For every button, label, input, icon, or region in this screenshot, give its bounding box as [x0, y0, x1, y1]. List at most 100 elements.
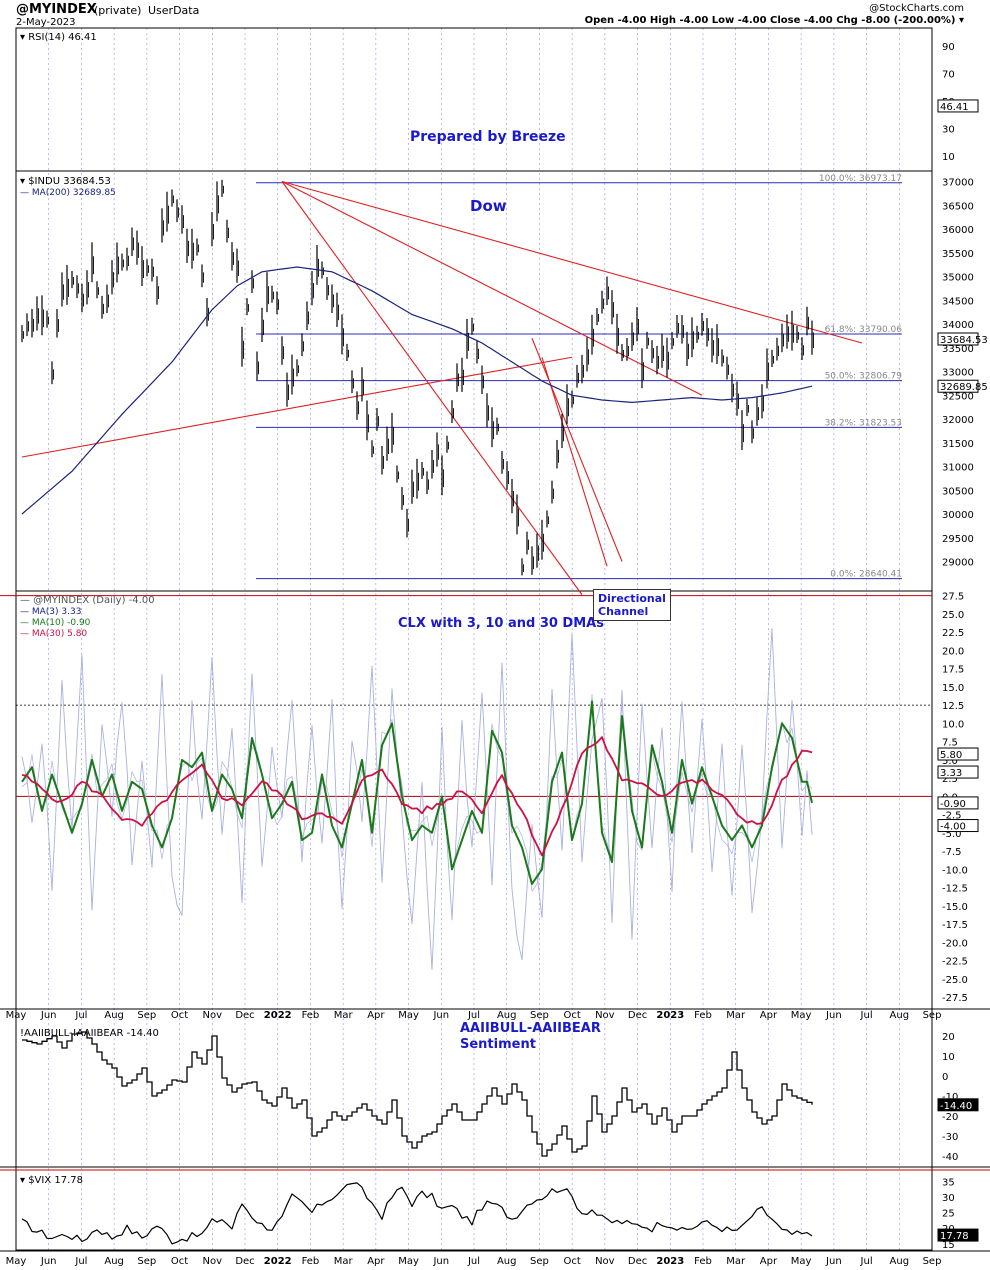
aaii-tick-label: 20 — [942, 1032, 955, 1043]
price-tick-label: 36000 — [942, 225, 974, 236]
rsi-tick-label: 30 — [942, 125, 955, 136]
rsi-tick-label: 70 — [942, 69, 955, 80]
x-tick-label: Jul — [860, 1256, 873, 1267]
x-tick-label: May — [398, 1256, 419, 1267]
fib-level-label: 50.0%: 32806.79 — [825, 372, 903, 382]
vix-tick-label: 15 — [942, 1240, 955, 1251]
dow-label: Dow — [470, 197, 507, 215]
ma30-legend: — MA(30) 5.80 — [20, 629, 87, 639]
trendline — [281, 181, 703, 396]
clx-tick-label: -20.0 — [942, 938, 968, 949]
x-tick-label: Oct — [563, 1256, 580, 1267]
rsi-tick-label: 90 — [942, 42, 955, 53]
x-tick-label: Sep — [923, 1256, 942, 1267]
aaii-tick-label: -40 — [942, 1152, 958, 1163]
clx-legend: — @MYINDEX (Daily) -4.00 — [20, 595, 155, 606]
aaii-line — [22, 1031, 813, 1157]
ma200-line — [21, 266, 813, 515]
x-tick-label: Jul — [467, 1256, 480, 1267]
clx-tick-label: 5.0 — [942, 756, 958, 767]
clx-tick-label: -15.0 — [942, 902, 968, 913]
x-tick-label: Oct — [171, 1256, 188, 1267]
x-tick-label: Dec — [235, 1010, 254, 1021]
vix-tick-label: 30 — [942, 1193, 955, 1204]
x-tick-label: Nov — [595, 1256, 615, 1267]
x-tick-label: Oct — [171, 1010, 188, 1021]
x-tick-label: Aug — [497, 1010, 517, 1021]
x-tick-label: Aug — [890, 1010, 910, 1021]
x-tick-label: Nov — [203, 1010, 223, 1021]
aaii-tick-label: -20 — [942, 1112, 958, 1123]
price-tick-label: 34500 — [942, 296, 974, 307]
vix-tick-label: 25 — [942, 1209, 955, 1220]
vix-last-value-box — [937, 1228, 979, 1242]
x-tick-label: May — [398, 1010, 419, 1021]
prepared-by-label: Prepared by Breeze — [410, 129, 566, 145]
ma200-last-value-box — [937, 379, 979, 393]
price-tick-label: 37000 — [942, 178, 974, 189]
clx-tick-label: 10.0 — [942, 719, 964, 730]
x-tick-label: Jul — [74, 1256, 87, 1267]
x-tick-label: 2023 — [656, 1010, 684, 1021]
x-tick-label: Aug — [104, 1256, 124, 1267]
price-tick-label: 29500 — [942, 534, 974, 545]
x-tick-label: Sep — [530, 1010, 549, 1021]
x-tick-label: Sep — [137, 1256, 156, 1267]
aaii-tick-label: 10 — [942, 1052, 955, 1063]
trendline — [21, 356, 573, 458]
x-tick-label: Apr — [367, 1256, 385, 1267]
ma3-last-value-box — [937, 765, 979, 779]
aaii-legend: !AAIIBULL-!AAIIBEAR -14.40 — [20, 1028, 159, 1039]
clx-tick-label: 7.5 — [942, 738, 958, 749]
price-tick-label: 35500 — [942, 249, 974, 260]
price-tick-label: 33000 — [942, 368, 974, 379]
x-tick-label: Feb — [694, 1010, 712, 1021]
ma10-line — [21, 700, 813, 885]
price-tick-label: 32500 — [942, 391, 974, 402]
x-tick-label: May — [6, 1256, 27, 1267]
x-tick-label: Mar — [726, 1256, 746, 1267]
x-tick-label: May — [791, 1010, 812, 1021]
clx-last-value: -4.00 — [940, 822, 966, 833]
price-tick-label: 31500 — [942, 439, 974, 450]
clx-tick-label: -27.5 — [942, 993, 968, 1004]
x-tick-label: Jul — [467, 1010, 480, 1021]
clx-tick-label: 2.5 — [942, 774, 958, 785]
vix-tick-label: 35 — [942, 1177, 955, 1188]
vix-line — [21, 1182, 813, 1245]
price-tick-label: 31000 — [942, 463, 974, 474]
ma30-last-value-box — [937, 747, 979, 761]
price-tick-label: 34000 — [942, 320, 974, 331]
aaii-tick-label: -10 — [942, 1092, 958, 1103]
x-tick-label: 2022 — [264, 1010, 292, 1021]
ma3-legend: — MA(3) 3.33 — [20, 607, 81, 617]
clx-tick-label: 15.0 — [942, 683, 964, 694]
clx-tick-label: -5.0 — [942, 829, 962, 840]
x-tick-label: Apr — [367, 1010, 385, 1021]
rsi-last-value-box — [937, 99, 979, 113]
private-label: (private) — [94, 4, 142, 17]
ma10-last-value: -0.90 — [940, 799, 966, 810]
x-tick-label: Sep — [923, 1010, 942, 1021]
rsi-legend: ▾ RSI(14) 46.41 — [20, 32, 97, 43]
x-tick-label: Jun — [825, 1010, 842, 1021]
channel-text: Channel — [598, 605, 649, 618]
price-legend: ▾ $INDU 33684.53 — [20, 176, 111, 187]
x-tick-label: Aug — [497, 1256, 517, 1267]
x-tick-label: Aug — [104, 1010, 124, 1021]
fib-level-label: 61.8%: 33790.06 — [825, 325, 903, 335]
vix-legend: ▾ $VIX 17.78 — [20, 1175, 83, 1186]
x-tick-label: Jul — [860, 1010, 873, 1021]
aaii-tick-label: -30 — [942, 1132, 958, 1143]
aaii-last-value: -14.40 — [940, 1101, 972, 1112]
clx-tick-label: 20.0 — [942, 646, 964, 657]
x-tick-label: Jul — [74, 1010, 87, 1021]
price-tick-label: 30500 — [942, 486, 974, 497]
fib-level-label: 100.0%: 36973.17 — [819, 174, 902, 184]
clx-tick-label: -12.5 — [942, 884, 968, 895]
trendline — [281, 180, 863, 344]
clx-tick-label: 22.5 — [942, 628, 964, 639]
x-tick-label: Feb — [302, 1256, 320, 1267]
x-tick-label: Aug — [890, 1256, 910, 1267]
